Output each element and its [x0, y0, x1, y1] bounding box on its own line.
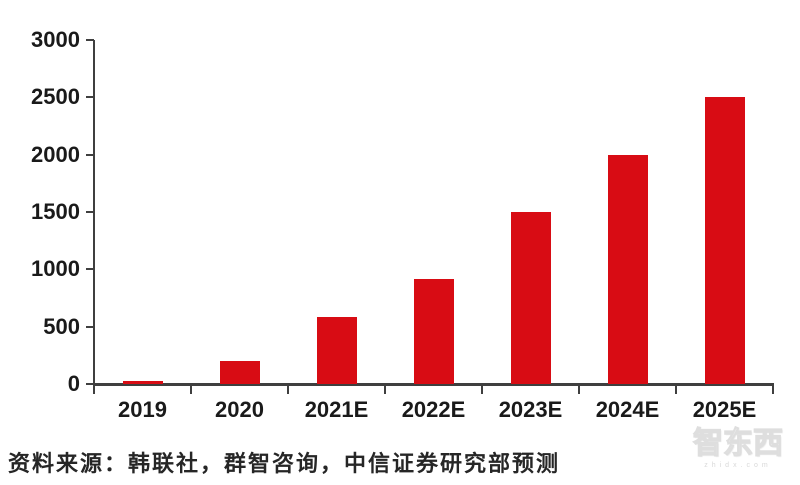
- watermark-url: zhidx.com: [704, 462, 772, 469]
- y-axis-tick: [86, 325, 94, 328]
- bar-2025E: [704, 97, 745, 384]
- watermark-text: 智东西: [692, 427, 783, 460]
- x-axis-tick: [772, 386, 774, 394]
- x-axis-label-2024E: 2024E: [595, 397, 660, 422]
- y-axis-tick: [86, 211, 94, 213]
- source-note: 资料来源：韩联社，群智咨询，中信证券研究部预测: [8, 451, 561, 476]
- x-axis-tick: [287, 386, 289, 394]
- x-axis-label-2021E: 2021E: [304, 397, 369, 422]
- x-axis-label-2019: 2019: [118, 397, 167, 422]
- x-axis-label-2023E: 2023E: [498, 397, 563, 422]
- x-axis-tick: [190, 386, 192, 394]
- y-axis-tick-label: 3000: [31, 27, 80, 52]
- watermark-logo: 智东西 zhidx.com: [688, 427, 788, 469]
- x-axis-tick: [675, 386, 677, 394]
- bar-2022E: [413, 278, 454, 384]
- x-axis-tick: [578, 386, 580, 394]
- y-axis-tick-label: 1500: [31, 199, 80, 224]
- y-axis-tick: [86, 39, 94, 41]
- y-axis-tick-label: 1000: [31, 256, 80, 282]
- bar-chart-plot: 0 500 1000 1500 2000 2500 3000 2019 2020 2021E 202…: [31, 27, 774, 422]
- bar-2023E: [510, 212, 551, 384]
- y-axis-line: [93, 40, 95, 386]
- y-axis-tick-label: 2000: [31, 141, 80, 167]
- x-axis-label-2025E: 2025E: [692, 397, 757, 422]
- x-axis-line: [93, 383, 774, 386]
- bar-2020: [219, 361, 260, 384]
- x-axis-tick: [93, 386, 95, 394]
- y-axis-tick: [86, 96, 94, 99]
- bar-2019: [122, 380, 163, 384]
- x-axis-label-2020: 2020: [215, 397, 264, 422]
- x-axis-label-2022E: 2022E: [401, 397, 466, 422]
- x-axis-tick: [481, 386, 483, 394]
- y-axis-tick-label: 0: [67, 371, 80, 396]
- bar-2021E: [316, 317, 357, 384]
- y-axis-tick: [86, 383, 94, 385]
- y-axis-tick-label: 500: [43, 313, 80, 339]
- x-axis-tick: [384, 386, 386, 394]
- y-axis-tick: [86, 153, 94, 156]
- y-axis-tick: [86, 268, 94, 271]
- y-axis-tick-label: 2500: [31, 84, 80, 110]
- bar-2024E: [607, 154, 648, 384]
